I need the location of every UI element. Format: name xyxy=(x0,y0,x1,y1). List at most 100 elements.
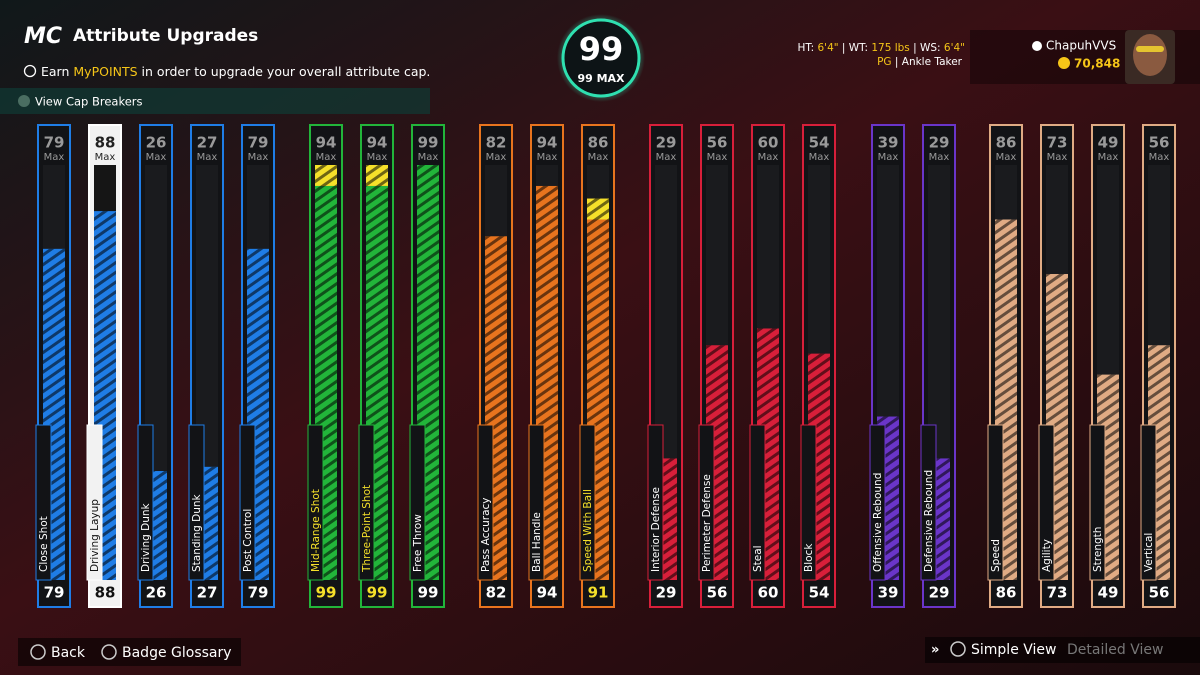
player-measurements: HT: 6'4" | WT: 175 lbs | WS: 6'4" xyxy=(797,42,965,54)
name-tab xyxy=(869,424,886,581)
back-button[interactable]: Back xyxy=(51,645,86,661)
max-value: 29 xyxy=(656,134,677,152)
max-label: Max xyxy=(1098,152,1119,163)
footer-right xyxy=(925,637,1200,663)
current-value: 79 xyxy=(44,584,65,602)
max-value: 99 xyxy=(418,134,439,152)
max-value: 26 xyxy=(146,134,167,152)
height: 6'4" xyxy=(818,42,839,54)
max-label: Max xyxy=(367,152,388,163)
current-value: 54 xyxy=(809,584,830,602)
max-value: 39 xyxy=(878,134,899,152)
name-tab xyxy=(137,424,154,581)
max-label: Max xyxy=(197,152,218,163)
current-value: 94 xyxy=(537,584,558,602)
name-tab xyxy=(920,424,937,581)
attribute-name: Post Control xyxy=(242,509,254,572)
overall-ring xyxy=(561,18,641,98)
current-value: 82 xyxy=(486,584,507,602)
attribute-name: Close Shot xyxy=(38,516,50,572)
attribute-name: Offensive Rebound xyxy=(872,473,884,572)
value-plate xyxy=(311,581,341,606)
max-value: 79 xyxy=(44,134,65,152)
value-plate xyxy=(532,581,562,606)
name-tab xyxy=(1140,424,1157,581)
glossary-button[interactable]: Badge Glossary xyxy=(122,645,232,661)
name-tab xyxy=(749,424,766,581)
current-value: 29 xyxy=(929,584,950,602)
simple-view-button[interactable]: Simple View xyxy=(971,642,1056,658)
cap-breakers-button[interactable]: View Cap Breakers xyxy=(35,95,143,109)
attribute-name: Driving Dunk xyxy=(140,502,152,572)
max-label: Max xyxy=(44,152,65,163)
max-value: 94 xyxy=(367,134,388,152)
max-value: 94 xyxy=(316,134,337,152)
attribute-name: Defensive Rebound xyxy=(923,470,935,572)
current-value: 91 xyxy=(588,584,609,602)
max-label: Max xyxy=(707,152,728,163)
max-value: 79 xyxy=(248,134,269,152)
max-label: Max xyxy=(758,152,779,163)
max-value: 73 xyxy=(1047,134,1068,152)
info-prefix: Earn xyxy=(41,64,69,79)
position: PG xyxy=(877,56,891,68)
current-value: 79 xyxy=(248,584,269,602)
max-value: 56 xyxy=(1149,134,1170,152)
value-plate xyxy=(702,581,732,606)
attribute-name: Driving Layup xyxy=(89,499,101,572)
value-plate xyxy=(924,581,954,606)
value-plate xyxy=(753,581,783,606)
value-plate xyxy=(39,581,69,606)
logo: MC xyxy=(24,24,62,49)
name-tab xyxy=(188,424,205,581)
chevrons: » xyxy=(931,643,939,658)
info-text: Earn MyPOINTS in order to upgrade your o… xyxy=(41,64,430,79)
name-tab xyxy=(1089,424,1106,581)
psn-icon xyxy=(1032,41,1042,51)
max-value: 27 xyxy=(197,134,218,152)
current-value: 73 xyxy=(1047,584,1068,602)
max-label: Max xyxy=(878,152,899,163)
weight-label: WT: xyxy=(849,42,868,54)
current-value: 56 xyxy=(1149,584,1170,602)
max-label: Max xyxy=(486,152,507,163)
current-value: 29 xyxy=(656,584,677,602)
value-plate xyxy=(583,581,613,606)
name-tab xyxy=(1038,424,1055,581)
name-tab xyxy=(35,424,52,581)
detailed-view-button[interactable]: Detailed View xyxy=(1067,642,1163,658)
cap-icon xyxy=(18,95,30,107)
overall-value: 99 xyxy=(579,30,624,68)
name-tab xyxy=(239,424,256,581)
circle-button-icon xyxy=(30,644,46,660)
wingspan: 6'4" xyxy=(944,42,965,54)
value-plate xyxy=(243,581,273,606)
value-plate xyxy=(991,581,1021,606)
name-tab xyxy=(698,424,715,581)
current-value: 56 xyxy=(707,584,728,602)
